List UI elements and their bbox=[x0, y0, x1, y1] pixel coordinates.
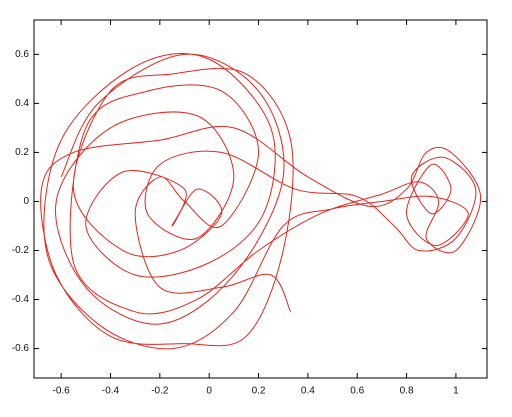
x-tick-label: 0 bbox=[206, 386, 212, 397]
y-tick-label: -0.2 bbox=[12, 245, 30, 256]
data-line bbox=[40, 53, 482, 350]
plot-frame bbox=[33, 19, 488, 379]
x-tick-label: 0.8 bbox=[400, 386, 414, 397]
x-tick-label: -0.4 bbox=[102, 386, 120, 397]
x-tick-label: 0.4 bbox=[301, 386, 315, 397]
x-tick-label: 0.6 bbox=[350, 386, 364, 397]
y-tick-label: 0.4 bbox=[15, 98, 29, 109]
y-tick-label: 0 bbox=[23, 196, 29, 207]
x-tick-label: -0.6 bbox=[53, 386, 71, 397]
x-tick-label: 0.2 bbox=[252, 386, 266, 397]
y-tick-label: -0.6 bbox=[12, 343, 30, 354]
y-tick-label: 0.2 bbox=[15, 147, 29, 158]
y-tick-label: 0.6 bbox=[15, 49, 29, 60]
y-tick-label: -0.4 bbox=[12, 294, 30, 305]
x-tick-label: 1 bbox=[453, 386, 459, 397]
x-tick-label: -0.2 bbox=[151, 386, 169, 397]
